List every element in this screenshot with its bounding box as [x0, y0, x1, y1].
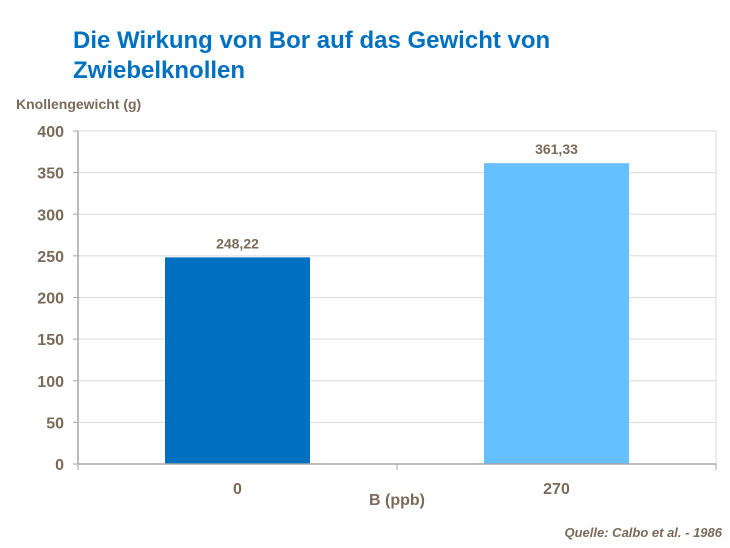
- y-tick-label: 300: [37, 207, 64, 224]
- y-tick-label: 200: [37, 291, 64, 308]
- y-tick-label: 400: [37, 124, 64, 141]
- bar: [165, 257, 310, 464]
- data-label: 248,22: [216, 235, 259, 251]
- bar: [484, 163, 629, 464]
- y-tick-label: 0: [55, 457, 64, 474]
- y-tick-label: 250: [37, 249, 64, 266]
- y-tick-label: 350: [37, 166, 64, 183]
- y-tick-label: 150: [37, 332, 64, 349]
- x-tick-label: 270: [543, 481, 570, 498]
- data-label: 361,33: [535, 141, 578, 157]
- x-tick-label: 0: [233, 481, 242, 498]
- source-note: Quelle: Calbo et al. - 1986: [564, 525, 723, 540]
- y-tick-label: 50: [46, 415, 64, 432]
- chart-title: Die Wirkung von Bor auf das Gewicht von …: [73, 27, 551, 84]
- y-tick-label: 100: [37, 374, 64, 391]
- x-axis-label: B (ppb): [369, 492, 425, 509]
- y-axis-label: Knollengewicht (g): [16, 96, 141, 112]
